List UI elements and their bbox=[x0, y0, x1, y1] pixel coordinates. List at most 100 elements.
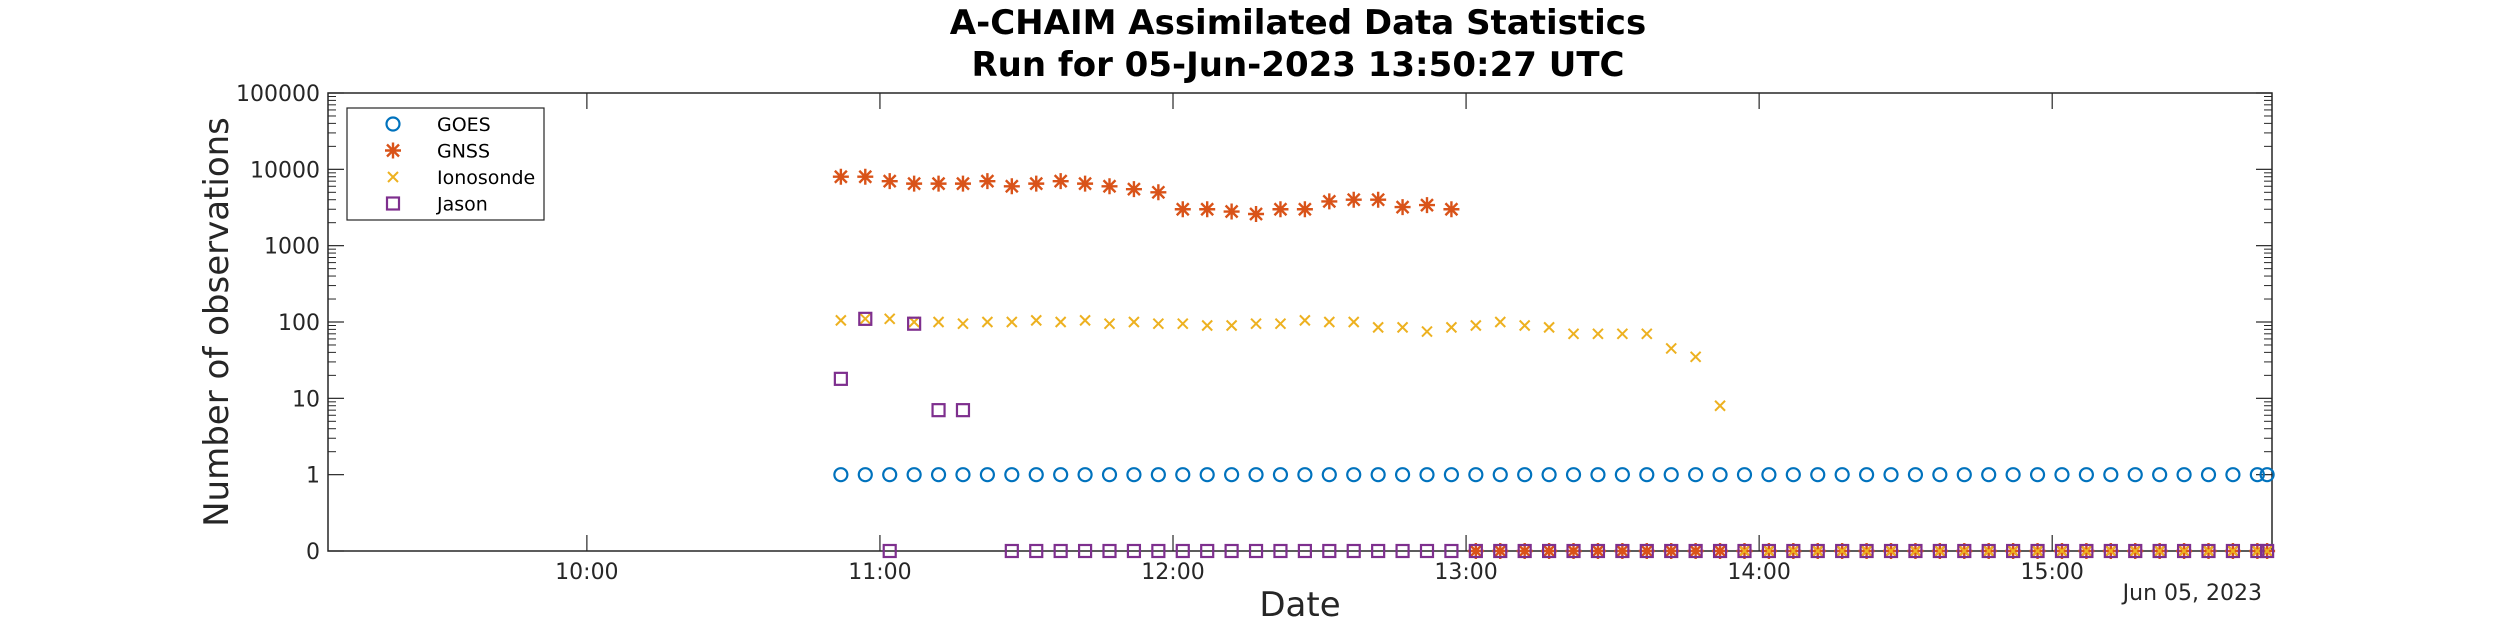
data-point bbox=[1982, 545, 1995, 557]
data-point bbox=[1468, 467, 1484, 483]
data-point bbox=[1834, 467, 1850, 483]
data-point bbox=[1126, 467, 1142, 483]
data-point bbox=[1225, 319, 1238, 332]
data-point bbox=[1199, 201, 1216, 218]
data-point bbox=[1029, 543, 1044, 559]
data-point bbox=[1664, 543, 1679, 559]
data-point bbox=[1053, 467, 1069, 483]
data-point bbox=[1077, 175, 1094, 192]
data-point bbox=[1052, 173, 1069, 190]
data-point bbox=[1761, 543, 1777, 559]
data-point bbox=[1541, 543, 1558, 559]
data-point bbox=[1785, 467, 1801, 483]
data-point bbox=[1445, 321, 1458, 334]
data-point bbox=[835, 314, 847, 327]
data-point bbox=[2249, 467, 2265, 483]
data-point bbox=[1101, 178, 1118, 195]
data-point bbox=[1687, 543, 1704, 559]
series-ionosonde bbox=[835, 313, 2273, 557]
data-point bbox=[2030, 543, 2045, 559]
data-point bbox=[1712, 543, 1728, 559]
data-point bbox=[1248, 467, 1264, 483]
data-point bbox=[1565, 543, 1582, 559]
series-gnss bbox=[832, 168, 2276, 559]
data-point bbox=[1688, 467, 1704, 483]
data-point bbox=[1348, 316, 1360, 328]
data-point bbox=[1958, 545, 1970, 557]
data-point bbox=[1883, 543, 1899, 559]
data-point bbox=[1223, 203, 1240, 220]
data-point bbox=[979, 467, 995, 483]
data-point bbox=[2006, 543, 2021, 559]
data-point bbox=[2103, 543, 2118, 559]
y-tick-label: 1000 bbox=[264, 235, 320, 260]
data-point bbox=[1421, 325, 1433, 338]
data-point bbox=[2225, 543, 2241, 559]
data-point bbox=[2031, 545, 2044, 557]
data-point bbox=[859, 313, 871, 325]
data-point bbox=[2227, 545, 2239, 557]
data-point bbox=[1372, 321, 1384, 334]
data-point bbox=[2178, 545, 2190, 557]
data-point bbox=[1174, 201, 1191, 218]
data-point bbox=[2201, 543, 2216, 559]
data-point bbox=[1518, 319, 1531, 332]
data-point bbox=[1345, 191, 1362, 208]
data-point bbox=[1248, 543, 1264, 559]
data-point bbox=[1321, 467, 1337, 483]
y-tick-label: 10 bbox=[292, 387, 320, 412]
data-point bbox=[1201, 319, 1213, 332]
data-point bbox=[1567, 328, 1580, 340]
data-point bbox=[1981, 543, 1996, 559]
legend-marker bbox=[385, 196, 401, 211]
data-point bbox=[1761, 467, 1777, 483]
data-point bbox=[1614, 467, 1630, 483]
data-point bbox=[2250, 543, 2265, 559]
title-line: Run for 05-Jun-2023 13:50:27 UTC bbox=[972, 45, 1625, 85]
data-point bbox=[1323, 316, 1336, 328]
data-point bbox=[1004, 543, 1019, 559]
data-point bbox=[1396, 321, 1409, 334]
data-point bbox=[1543, 321, 1555, 334]
data-point bbox=[1763, 545, 1775, 557]
data-point bbox=[2079, 543, 2094, 559]
title-line: A-CHAIM Assimilated Data Statistics bbox=[950, 3, 1646, 43]
series-jason bbox=[833, 311, 2275, 559]
data-point bbox=[2176, 543, 2192, 559]
legend-label: GNSS bbox=[437, 141, 490, 163]
data-point bbox=[1835, 543, 1850, 559]
data-point bbox=[2152, 467, 2168, 483]
data-point bbox=[1688, 543, 1703, 559]
data-point bbox=[1737, 543, 1752, 559]
data-point bbox=[1395, 543, 1410, 559]
data-point bbox=[2056, 545, 2068, 557]
data-point bbox=[1418, 197, 1435, 214]
data-point bbox=[1175, 543, 1190, 559]
data-point bbox=[1665, 342, 1677, 355]
data-point bbox=[1296, 201, 1313, 218]
data-point bbox=[1125, 181, 1142, 198]
axis-labels: Date Number of observations Jun 05, 2023 bbox=[197, 117, 2262, 625]
data-point bbox=[1860, 545, 1873, 557]
data-point bbox=[832, 168, 849, 185]
data-point bbox=[930, 467, 947, 483]
data-point bbox=[1542, 543, 1557, 559]
data-point bbox=[2127, 467, 2143, 483]
data-point bbox=[1128, 316, 1140, 328]
data-point bbox=[2128, 543, 2143, 559]
data-point bbox=[1934, 545, 1946, 557]
x-tick-label: 14:00 bbox=[1727, 560, 1790, 585]
data-point bbox=[1054, 316, 1067, 328]
data-point bbox=[1981, 467, 1997, 483]
legend-marker bbox=[387, 171, 399, 183]
data-point bbox=[981, 316, 994, 328]
data-point bbox=[882, 543, 897, 559]
data-point bbox=[2105, 545, 2117, 557]
data-point bbox=[1517, 543, 1532, 559]
data-point bbox=[1663, 467, 1679, 483]
data-point bbox=[2152, 543, 2167, 559]
data-point bbox=[931, 403, 946, 418]
data-point bbox=[2153, 545, 2166, 557]
data-point bbox=[1468, 543, 1483, 559]
data-point bbox=[1492, 543, 1509, 559]
